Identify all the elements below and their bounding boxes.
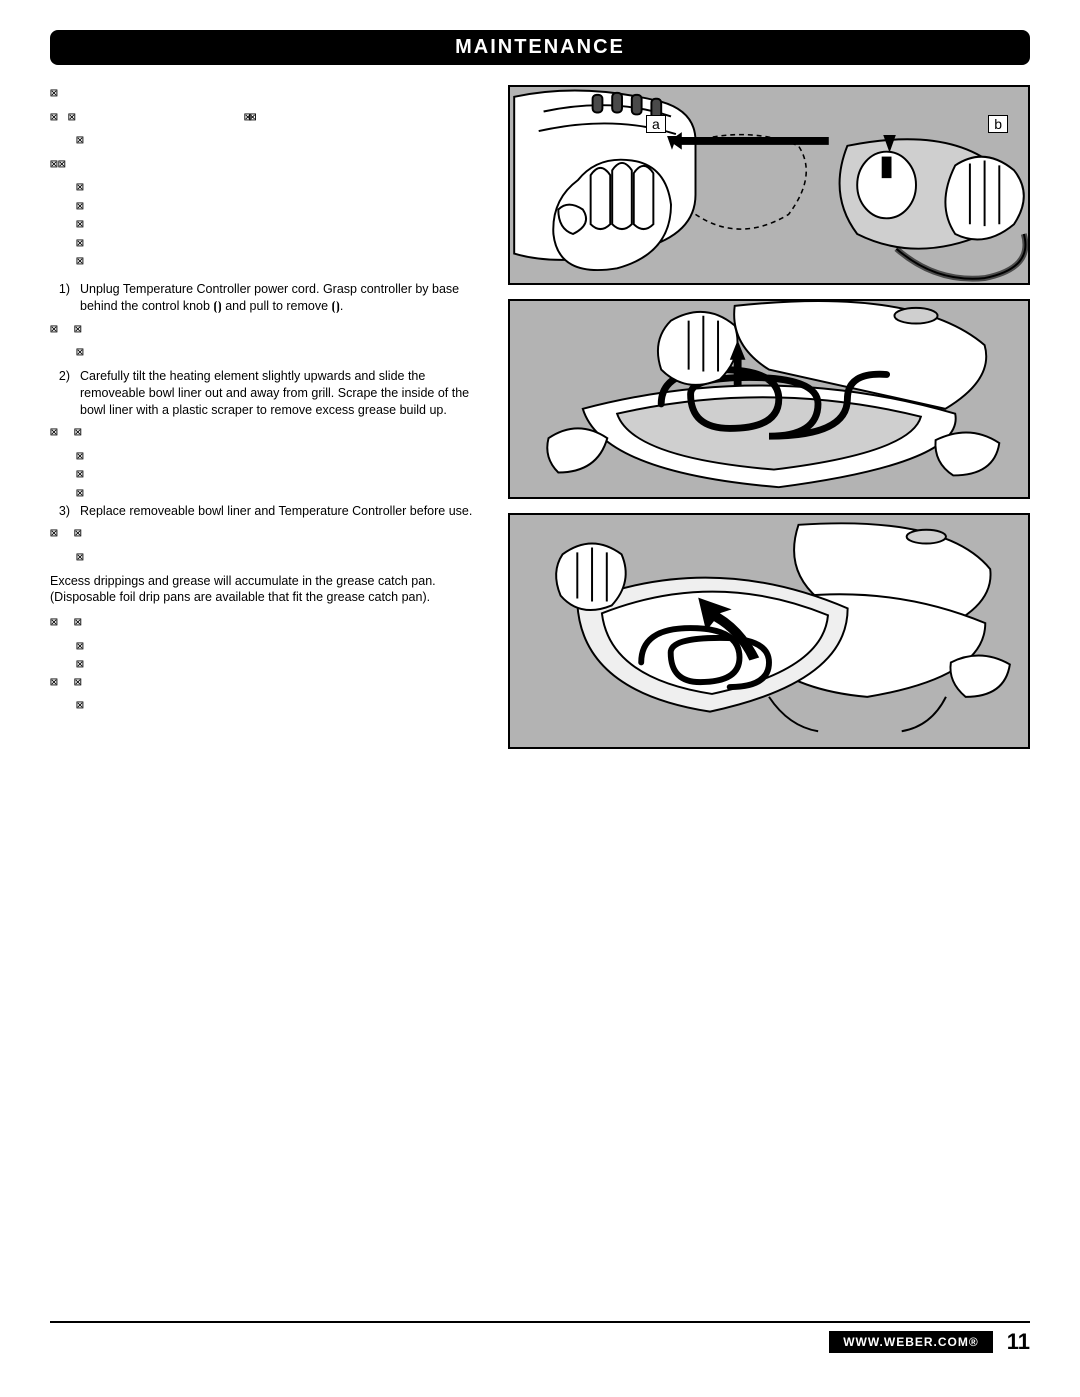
illustration-column: a b xyxy=(508,85,1030,749)
placeholder-block-1: ⊠ ⊠ ⊠ ⊠⊠ ⊠ ⊠⊠ ⊠ ⊠ ⊠ ⊠ ⊠ xyxy=(50,85,490,271)
placeholder-glyph: ⊠ xyxy=(76,235,490,253)
placeholder-glyph: ⊠ xyxy=(76,448,490,466)
callout-label-a: a xyxy=(646,115,666,133)
placeholder-glyph: ⊠ xyxy=(50,525,58,543)
step-number: 1) xyxy=(50,281,70,315)
placeholder-glyph: ⊠⊠ xyxy=(50,156,66,174)
placeholder-glyph: ⊠ xyxy=(76,253,490,271)
placeholder-glyph: ⊠ xyxy=(74,614,82,632)
step-number: 3) xyxy=(50,503,70,520)
placeholder-glyph: ⊠ xyxy=(74,525,82,543)
placeholder-glyph: ⊠ xyxy=(76,198,490,216)
placeholder-row: ⊠ xyxy=(50,549,490,567)
tilt-element-svg xyxy=(510,301,1028,497)
placeholder-col: ⊠ ⊠ ⊠ xyxy=(50,448,490,503)
controller-removal-svg xyxy=(510,87,1028,283)
illustration-tilt-element xyxy=(508,299,1030,499)
placeholder-row: ⊠ xyxy=(50,697,490,715)
two-column-layout: ⊠ ⊠ ⊠ ⊠⊠ ⊠ ⊠⊠ ⊠ ⊠ ⊠ ⊠ ⊠ 1) Unplug Te xyxy=(50,85,1030,749)
placeholder-glyph: ⊠ xyxy=(74,424,82,442)
illustration-remove-liner xyxy=(508,513,1030,749)
callout-label-b: b xyxy=(988,115,1008,133)
placeholder-glyph: ⊠ xyxy=(76,656,490,674)
placeholder-glyph: ⊠ xyxy=(50,109,58,127)
placeholder-glyph: ⊠ xyxy=(76,344,84,362)
placeholder-glyph: ⊠ xyxy=(76,485,490,503)
footer-url: WWW.WEBER.COM® xyxy=(829,1331,993,1353)
placeholder-glyph: ⊠ xyxy=(76,638,490,656)
placeholder-row: ⊠ ⊠ xyxy=(50,614,490,632)
placeholder-row: ⊠ ⊠ xyxy=(50,424,490,442)
step-text: Unplug Temperature Controller power cord… xyxy=(80,281,490,315)
step-number: 2) xyxy=(50,368,70,419)
text-column: ⊠ ⊠ ⊠ ⊠⊠ ⊠ ⊠⊠ ⊠ ⊠ ⊠ ⊠ ⊠ 1) Unplug Te xyxy=(50,85,490,749)
placeholder-glyph: ⊠ xyxy=(68,109,84,127)
placeholder-col: ⊠ ⊠ xyxy=(50,638,490,674)
placeholder-row: ⊠ ⊠ xyxy=(50,525,490,543)
footer-rule xyxy=(50,1321,1030,1323)
placeholder-glyph: ⊠ xyxy=(50,321,58,339)
placeholder-glyph: ⊠ xyxy=(74,674,82,692)
placeholder-glyph: ⊠ xyxy=(76,179,490,197)
step-text: Replace removeable bowl liner and Temper… xyxy=(80,503,490,520)
placeholder-glyph: ⊠ xyxy=(76,466,490,484)
page-footer: WWW.WEBER.COM® 11 xyxy=(50,1321,1030,1355)
placeholder-glyph: ⊠ xyxy=(76,216,490,234)
placeholder-glyph: ⊠ xyxy=(76,697,84,715)
placeholder-glyph: ⊠ xyxy=(76,549,84,567)
illustration-controller-removal: a b xyxy=(508,85,1030,285)
placeholder-row: ⊠ ⊠ xyxy=(50,674,490,692)
placeholder-glyph: ⊠ xyxy=(76,132,84,150)
step-3: 3) Replace removeable bowl liner and Tem… xyxy=(50,503,490,520)
placeholder-glyph: ⊠ xyxy=(50,85,58,103)
step-2: 2) Carefully tilt the heating element sl… xyxy=(50,368,490,419)
step-1: 1) Unplug Temperature Controller power c… xyxy=(50,281,490,315)
placeholder-row: ⊠ xyxy=(50,344,490,362)
step-text: Carefully tilt the heating element sligh… xyxy=(80,368,490,419)
grease-paragraph: Excess drippings and grease will accumul… xyxy=(50,573,490,607)
placeholder-glyph: ⊠ xyxy=(50,424,58,442)
placeholder-glyph: ⊠ xyxy=(74,321,82,339)
placeholder-glyph: ⊠ xyxy=(50,614,58,632)
placeholder-glyph: ⊠ xyxy=(50,674,58,692)
placeholder-glyph: ⊠⊠ xyxy=(244,109,254,127)
section-title-bar: MAINTENANCE xyxy=(50,30,1030,65)
placeholder-row: ⊠ ⊠ xyxy=(50,321,490,339)
footer-page-number: 11 xyxy=(1007,1329,1030,1355)
remove-liner-svg xyxy=(510,515,1028,747)
